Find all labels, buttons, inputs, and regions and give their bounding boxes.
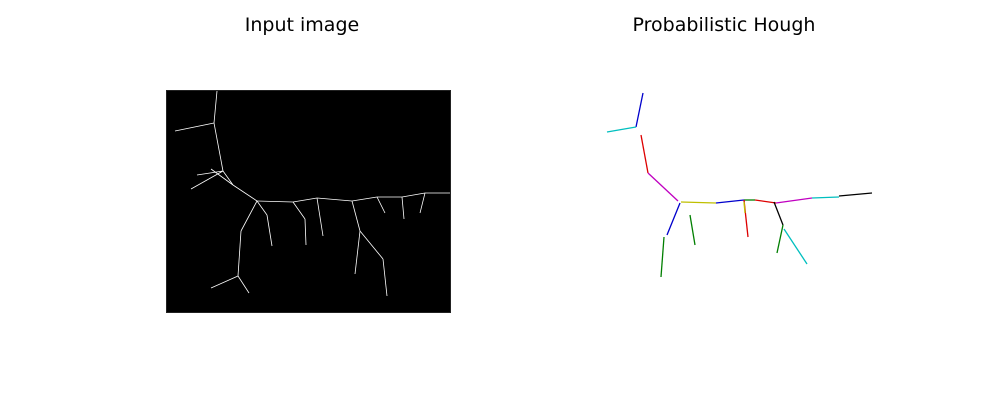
input-edge-7 (232, 184, 258, 202)
input-edge-15 (292, 201, 306, 220)
input-edge-25 (401, 196, 405, 220)
hough-line-14 (775, 197, 813, 204)
input-edge-2 (213, 122, 224, 172)
hough-line-15 (811, 196, 840, 199)
input-edge-22 (351, 196, 378, 202)
input-edge-14 (256, 200, 294, 203)
input-edge-6 (210, 168, 234, 186)
input-edge-11 (237, 275, 250, 294)
input-edge-20 (351, 200, 361, 232)
hough-line-12 (754, 199, 777, 204)
hough-line-16 (838, 192, 873, 197)
hough-line-17 (776, 224, 784, 254)
input-edge-3 (196, 170, 224, 176)
hough-line-1 (606, 126, 637, 133)
input-edge-13 (266, 214, 273, 247)
hough-line-2 (640, 134, 649, 174)
input-edge-5 (222, 170, 234, 186)
hough-line-13 (773, 201, 784, 226)
input-edge-1 (174, 122, 215, 132)
input-edge-26 (401, 192, 426, 198)
hough-line-8 (715, 199, 745, 204)
input-image-edges (174, 91, 450, 297)
hough-line-6 (689, 214, 696, 246)
hough-line-18 (783, 228, 808, 265)
input-edge-10 (210, 275, 239, 289)
hough-line-3 (647, 172, 679, 202)
hough-line-11 (743, 201, 746, 214)
hough-line-7 (680, 201, 717, 204)
hough-line-5 (660, 236, 665, 278)
input-edge-17 (292, 197, 318, 203)
hough-lines-plot (606, 92, 873, 278)
input-edge-21 (354, 230, 361, 275)
probabilistic-hough-panel (590, 85, 880, 285)
hough-line-0 (635, 92, 644, 128)
input-edge-8 (240, 200, 258, 232)
input-edge-27 (419, 192, 426, 214)
input-image-panel (166, 90, 451, 313)
input-edge-12 (256, 200, 268, 216)
input-edge-18 (316, 197, 324, 237)
input-edge-29 (359, 230, 384, 260)
input-edge-0 (213, 91, 218, 124)
input-edge-9 (237, 230, 242, 277)
input-edge-30 (382, 258, 388, 297)
hough-line-4 (666, 202, 681, 236)
input-edge-23 (376, 196, 386, 214)
probabilistic-hough-title: Probabilistic Hough (632, 14, 816, 36)
input-image-title: Input image (244, 14, 360, 36)
input-edge-19 (316, 197, 353, 202)
input-edge-16 (304, 218, 307, 246)
